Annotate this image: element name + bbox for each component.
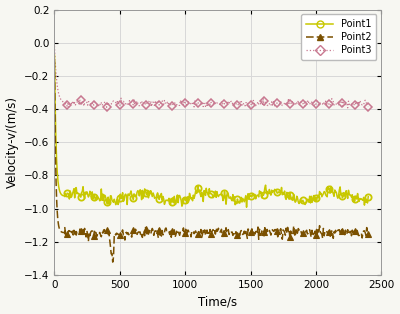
- X-axis label: Time/s: Time/s: [198, 295, 237, 308]
- Legend: Point1, Point2, Point3: Point1, Point2, Point3: [301, 14, 376, 60]
- Y-axis label: Velocity-v/(m/s): Velocity-v/(m/s): [6, 96, 18, 188]
